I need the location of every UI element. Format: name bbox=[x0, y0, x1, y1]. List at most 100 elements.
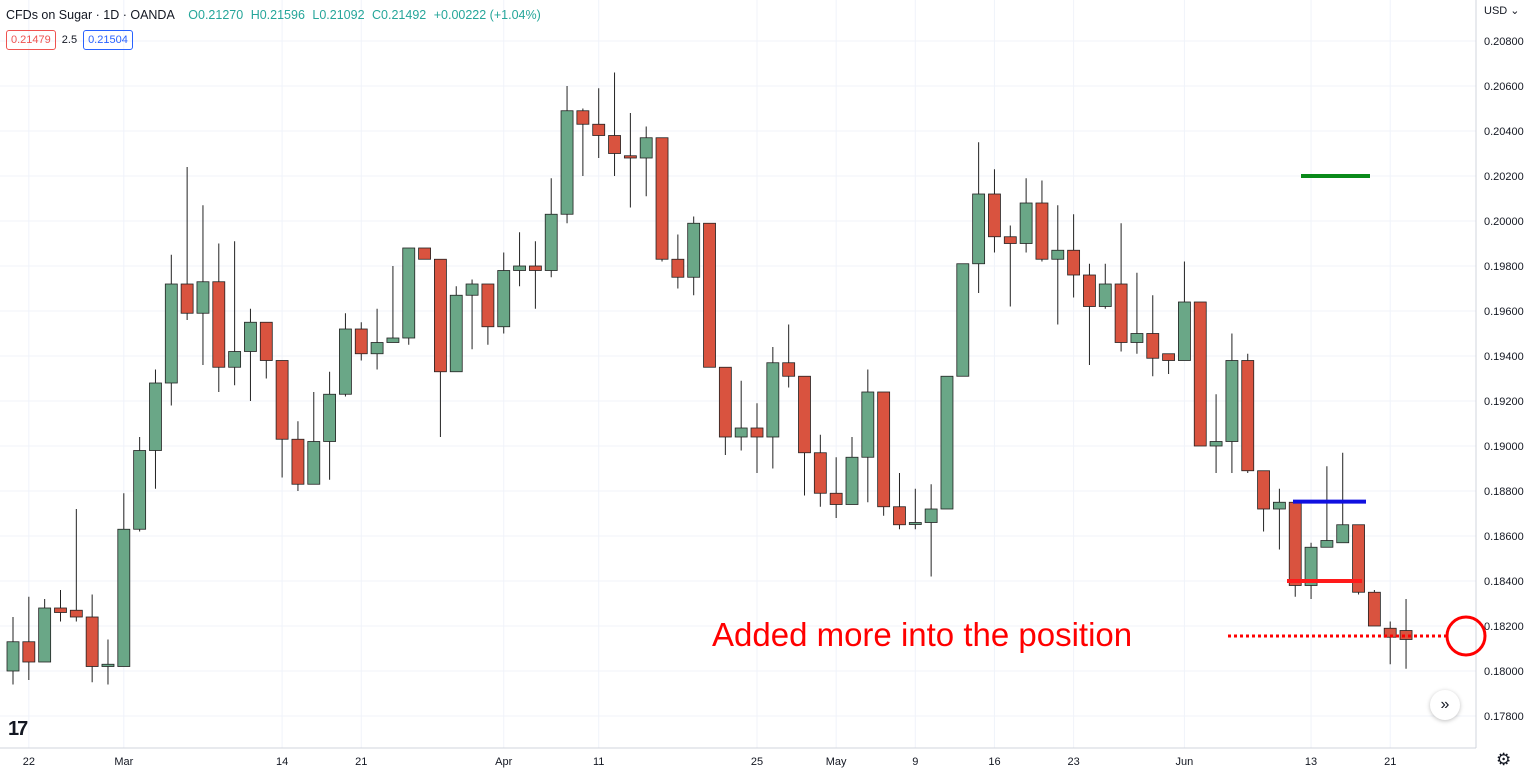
time-tick-label: Apr bbox=[495, 756, 512, 768]
scroll-to-realtime-button[interactable]: » bbox=[1430, 690, 1460, 720]
candle-down bbox=[703, 222, 716, 368]
candle-down bbox=[988, 193, 1001, 238]
candle-up bbox=[1336, 524, 1350, 544]
time-tick-label: Jun bbox=[1176, 756, 1194, 768]
candle-down bbox=[813, 452, 827, 494]
time-tick-label: 14 bbox=[276, 756, 288, 768]
candle-up bbox=[861, 391, 875, 458]
time-tick-label: 16 bbox=[988, 756, 1000, 768]
price-tick-label: 0.18800 bbox=[1484, 486, 1524, 498]
price-tick-label: 0.19400 bbox=[1484, 351, 1524, 363]
candle-up bbox=[1178, 301, 1191, 361]
candle-up bbox=[465, 283, 479, 296]
spread-value: 2.5 bbox=[61, 34, 78, 46]
candle-up bbox=[766, 362, 780, 438]
candle-up bbox=[734, 427, 748, 438]
candle-up bbox=[386, 337, 400, 343]
candle-up bbox=[1098, 283, 1112, 307]
buy-price-button[interactable]: 0.21504 bbox=[83, 30, 133, 50]
candle-down bbox=[1367, 591, 1381, 627]
high-value: H0.21596 bbox=[250, 8, 305, 22]
candle-down bbox=[1288, 501, 1302, 586]
candle-down bbox=[259, 321, 273, 361]
candle-down bbox=[750, 427, 764, 438]
price-tick-label: 0.20800 bbox=[1484, 36, 1524, 48]
candle-down bbox=[877, 391, 891, 508]
candle-down bbox=[1146, 333, 1160, 359]
gear-icon[interactable]: ⚙ bbox=[1496, 750, 1512, 769]
candle-down bbox=[434, 258, 447, 373]
candle-up bbox=[164, 283, 178, 384]
symbol-title[interactable]: CFDs on Sugar · 1D · OANDA bbox=[6, 8, 175, 22]
annotation: Added more into the position bbox=[712, 615, 1487, 657]
candle-up bbox=[1019, 202, 1033, 244]
candle-down bbox=[1399, 630, 1413, 640]
time-tick-label: 22 bbox=[23, 756, 35, 768]
candle-down bbox=[829, 492, 843, 505]
double-chevron-right-icon: » bbox=[1440, 696, 1450, 713]
price-tick-label: 0.19800 bbox=[1484, 261, 1524, 273]
chevron-down-icon: ⌄ bbox=[1510, 5, 1520, 17]
candle-up bbox=[6, 641, 20, 672]
candle-down bbox=[354, 328, 368, 355]
time-tick-label: 23 bbox=[1067, 756, 1079, 768]
tradingview-logo[interactable]: 17 bbox=[8, 718, 28, 740]
candle-up bbox=[972, 193, 986, 265]
price-tick-label: 0.20400 bbox=[1484, 126, 1524, 138]
candle-down bbox=[1193, 301, 1207, 447]
grid-lines bbox=[0, 0, 1476, 748]
change-value: +0.00222 (+1.04%) bbox=[433, 8, 541, 22]
candle-down bbox=[1162, 353, 1175, 361]
candle-up bbox=[1304, 546, 1318, 586]
candle-down bbox=[1035, 202, 1049, 260]
candle-up bbox=[307, 441, 321, 485]
candle-down bbox=[275, 360, 289, 440]
candle-down bbox=[418, 247, 431, 260]
low-value: L0.21092 bbox=[312, 8, 365, 22]
time-axis[interactable]: 22 Mar 14 21 Apr 11 25 May 9 16 23 Jun 13 21 bbox=[0, 747, 1476, 768]
time-tick-label: 9 bbox=[912, 756, 918, 768]
annotation-text: Added more into the position bbox=[712, 616, 1132, 653]
candle-up bbox=[244, 321, 257, 352]
candle-down bbox=[623, 155, 637, 159]
candle-up bbox=[1209, 441, 1223, 447]
candle-down bbox=[893, 506, 906, 526]
candle-down bbox=[54, 607, 67, 613]
candle-down bbox=[1114, 283, 1128, 343]
time-tick-label: 21 bbox=[355, 756, 367, 768]
currency-selector[interactable]: USD ⌄ bbox=[1484, 4, 1520, 17]
candle-up bbox=[228, 351, 242, 368]
candle-up bbox=[117, 528, 131, 667]
time-tick-label: 21 bbox=[1384, 756, 1396, 768]
price-tick-label: 0.18400 bbox=[1484, 576, 1524, 588]
candle-up bbox=[370, 342, 384, 355]
time-tick-label: Mar bbox=[114, 756, 133, 768]
candle-down bbox=[1067, 249, 1081, 276]
annotation-circle bbox=[1445, 615, 1487, 657]
price-tick-label: 0.20200 bbox=[1484, 171, 1524, 183]
candle-down bbox=[180, 283, 194, 314]
candle-down bbox=[1241, 360, 1255, 472]
candle-up bbox=[339, 328, 352, 395]
candle-down bbox=[655, 137, 669, 260]
candle-up bbox=[101, 663, 115, 667]
candle-up bbox=[133, 450, 147, 530]
candle-up bbox=[639, 137, 653, 159]
price-tick-label: 0.18000 bbox=[1484, 666, 1524, 678]
price-tick-label: 0.20600 bbox=[1484, 81, 1524, 93]
candle-down bbox=[608, 135, 621, 154]
price-tick-label: 0.20000 bbox=[1484, 216, 1524, 228]
price-axis[interactable]: 0.20800 0.20600 0.20400 0.20200 0.20000 0.198… bbox=[1475, 0, 1524, 748]
candle-up bbox=[1130, 333, 1144, 343]
candle-down bbox=[69, 609, 83, 618]
candle-down bbox=[528, 265, 542, 271]
candle-up bbox=[1320, 540, 1334, 548]
candle-up bbox=[1225, 360, 1239, 442]
candle-down bbox=[671, 258, 685, 278]
candle-up bbox=[845, 456, 859, 505]
candle-down bbox=[1083, 274, 1096, 307]
candle-up bbox=[908, 522, 922, 525]
sell-price-button[interactable]: 0.21479 bbox=[6, 30, 56, 50]
candle-down bbox=[1352, 524, 1365, 593]
